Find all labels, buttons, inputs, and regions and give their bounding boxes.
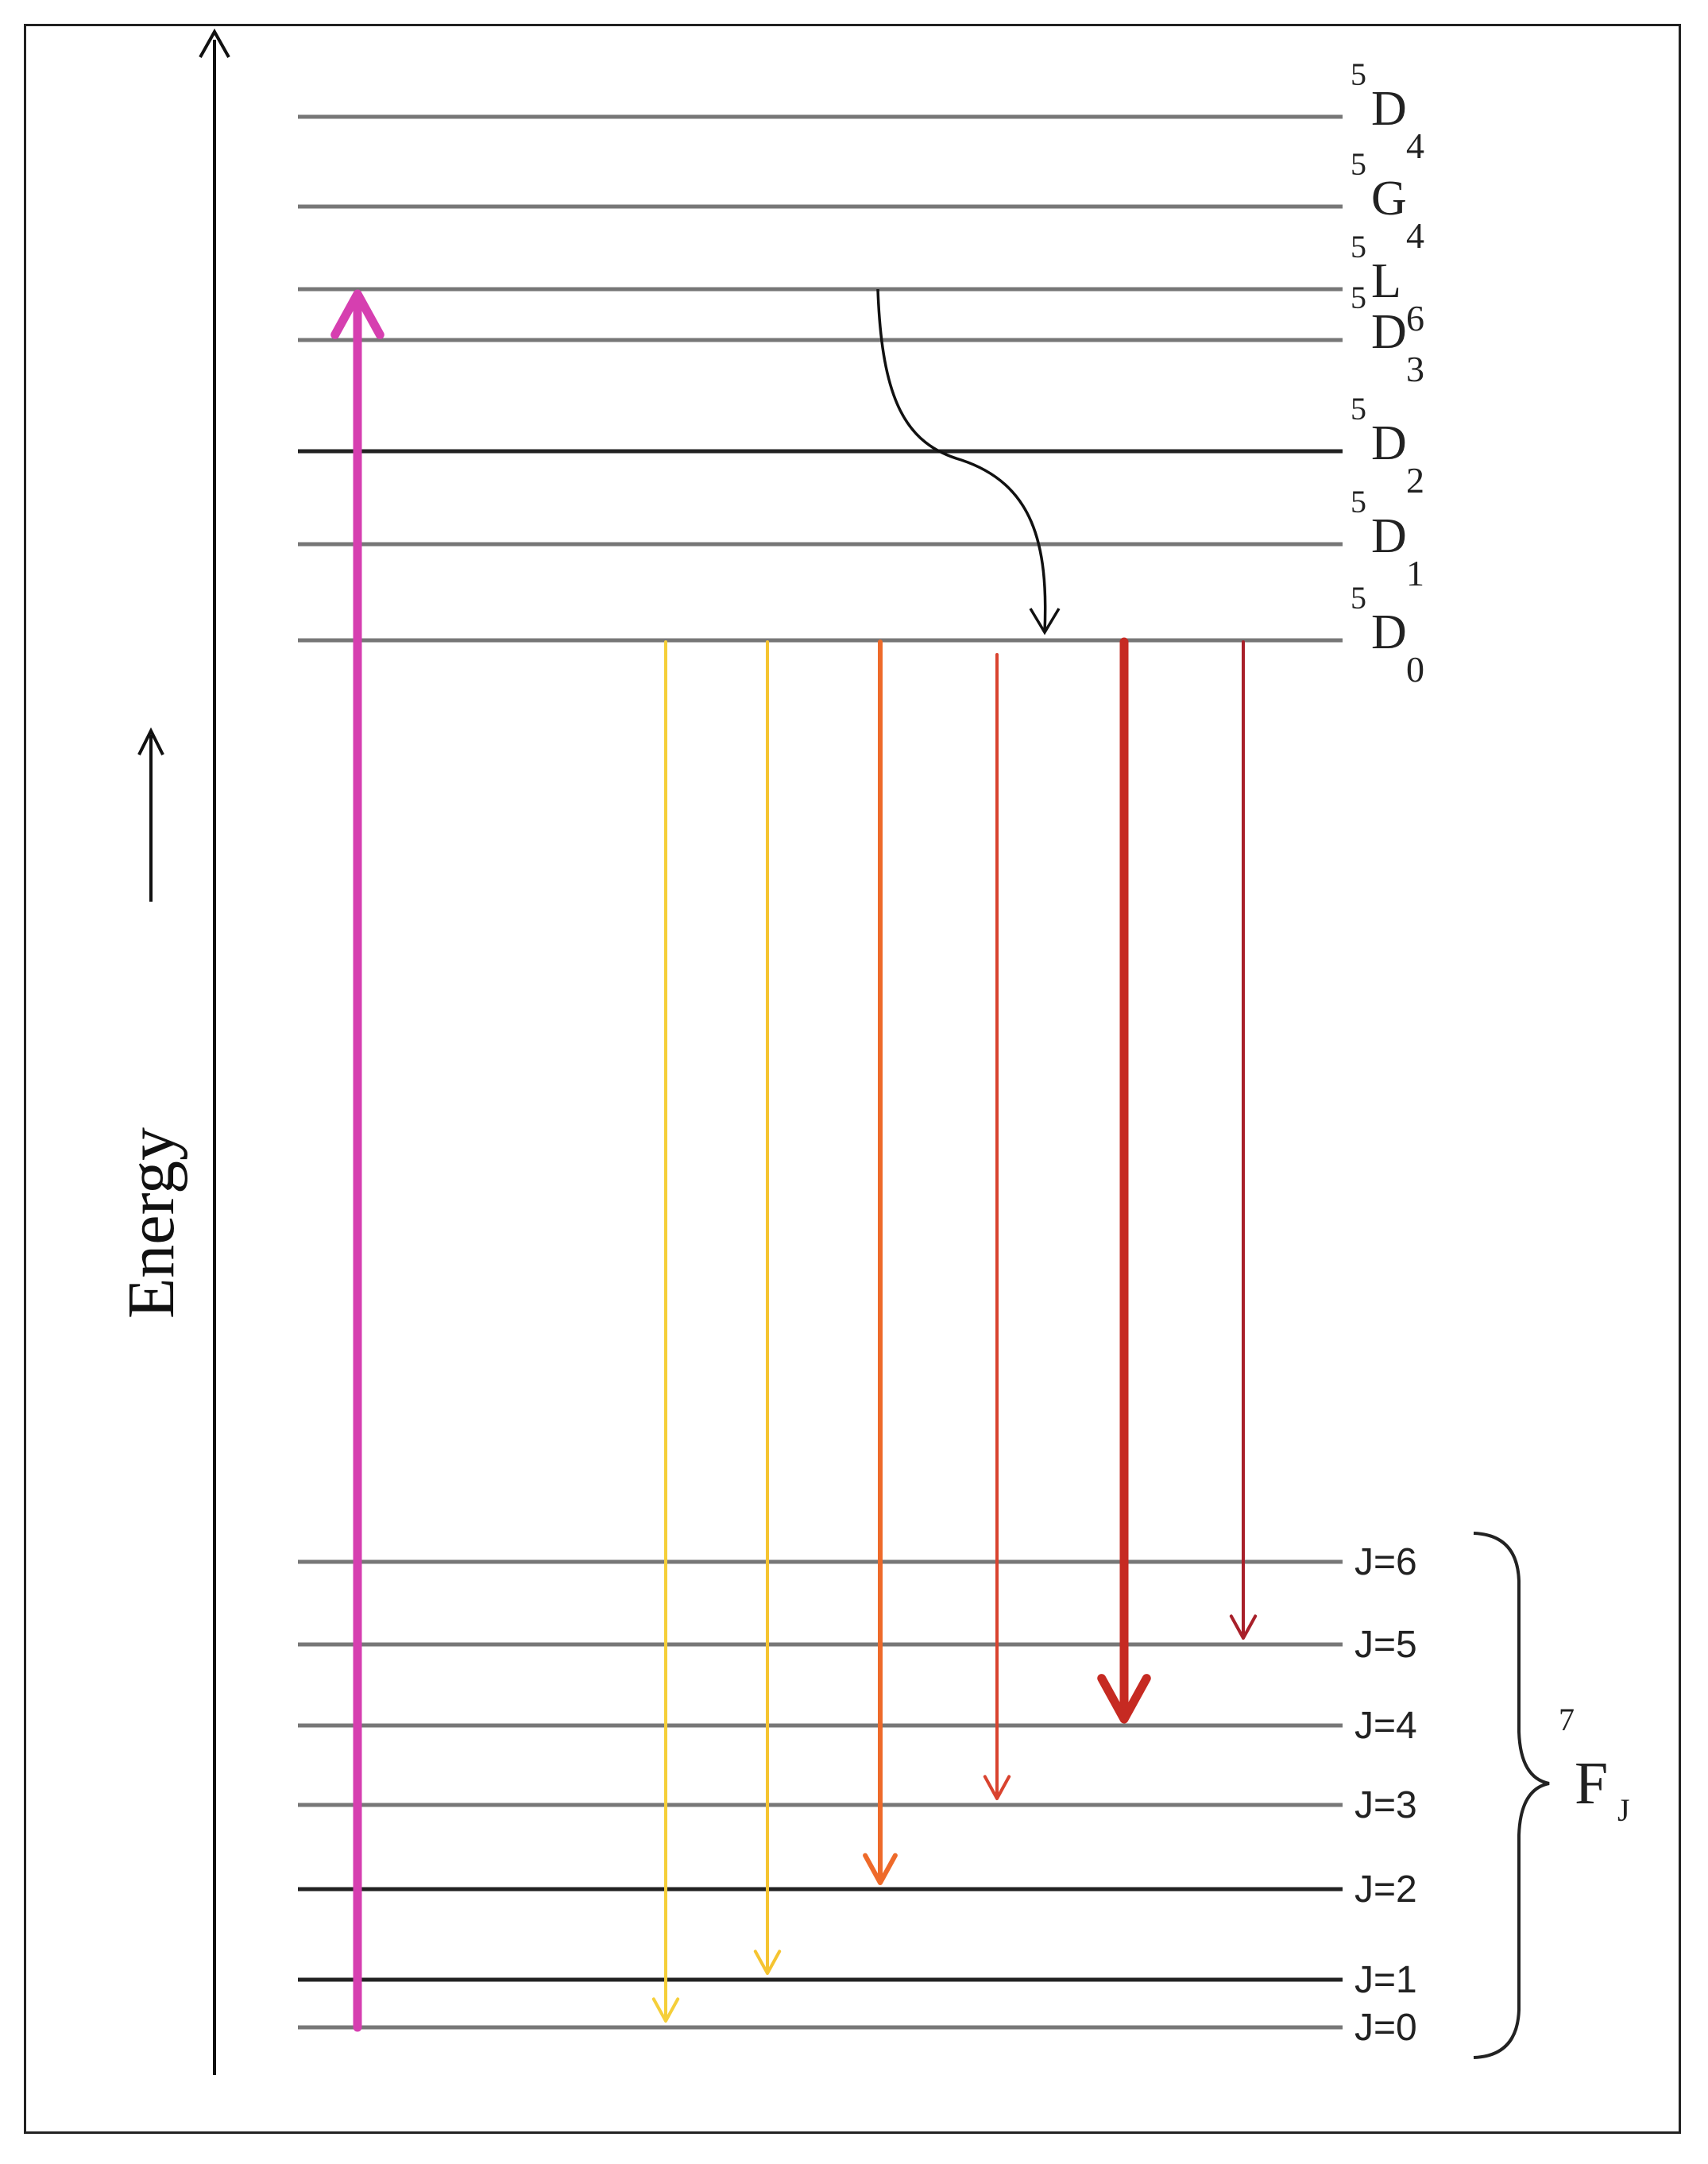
ground-term-label: 7 F J <box>1559 1702 1630 1828</box>
diagram-frame <box>24 24 1681 2134</box>
level-label-J=1: J=1 <box>1354 1959 1417 2001</box>
level-label-J=4: J=4 <box>1354 1705 1417 1747</box>
level-label-sub-5D1: 1 <box>1406 553 1424 593</box>
level-label-letter-5D1: D <box>1371 509 1407 563</box>
ground-term-brace <box>1473 1532 1550 2059</box>
level-label-sub-5D2: 2 <box>1406 460 1424 500</box>
relaxation-arrow <box>876 288 1061 636</box>
level-label-mult-5D0: 5 <box>1351 580 1366 616</box>
level-label-letter-5G4: G <box>1371 172 1407 226</box>
level-label-sub-5G4: 4 <box>1406 215 1424 256</box>
ground-term-letter: F <box>1575 1750 1608 1817</box>
level-label-sub-5L6: 6 <box>1406 298 1424 338</box>
emission-arrow-J=4 <box>1097 637 1151 1724</box>
level-label-sub-5D0: 0 <box>1406 649 1424 690</box>
emission-arrow-J=1 <box>753 640 782 1975</box>
level-label-mult-5D1: 5 <box>1351 484 1366 520</box>
level-label-J=2: J=2 <box>1354 1868 1417 1911</box>
level-label-mult-5D4: 5 <box>1351 56 1366 92</box>
transition-arrows <box>330 288 1258 2032</box>
level-label-J=5: J=5 <box>1354 1624 1417 1666</box>
level-label-mult-5D3: 5 <box>1351 280 1366 315</box>
emission-arrow-J=3 <box>983 653 1011 1800</box>
axis-title: Energy <box>114 1127 188 1319</box>
level-label-J=6: J=6 <box>1354 1541 1417 1583</box>
level-label-letter-5D2: D <box>1371 416 1407 470</box>
level-label-mult-5G4: 5 <box>1351 146 1366 182</box>
energy-axis <box>199 28 230 2075</box>
level-labels: 5D45G45L65D35D25D15D0J=6J=5J=4J=3J=2J=1J… <box>1351 56 1424 2049</box>
level-label-mult-5D2: 5 <box>1351 391 1366 427</box>
emission-arrow-J=5 <box>1229 640 1258 1640</box>
level-label-letter-5D0: D <box>1371 605 1407 659</box>
energy-levels <box>298 114 1343 2030</box>
level-label-sub-5D3: 3 <box>1406 349 1424 389</box>
ground-term-subscript: J <box>1617 1792 1630 1828</box>
energy-direction-arrow-icon <box>137 727 164 902</box>
level-label-J=3: J=3 <box>1354 1784 1417 1826</box>
level-label-sub-5D4: 4 <box>1406 126 1424 166</box>
level-label-mult-5L6: 5 <box>1351 229 1366 265</box>
emission-arrow-J=0 <box>651 640 680 2023</box>
level-label-letter-5D4: D <box>1371 82 1407 136</box>
excitation-arrow <box>330 289 384 2032</box>
emission-arrow-J=2 <box>863 640 898 1885</box>
axis-arrowhead-icon <box>199 28 230 58</box>
ground-term-multiplicity: 7 <box>1559 1702 1575 1737</box>
level-label-letter-5L6: L <box>1371 254 1401 308</box>
level-label-letter-5D3: D <box>1371 305 1407 359</box>
level-label-J=0: J=0 <box>1354 2007 1417 2049</box>
